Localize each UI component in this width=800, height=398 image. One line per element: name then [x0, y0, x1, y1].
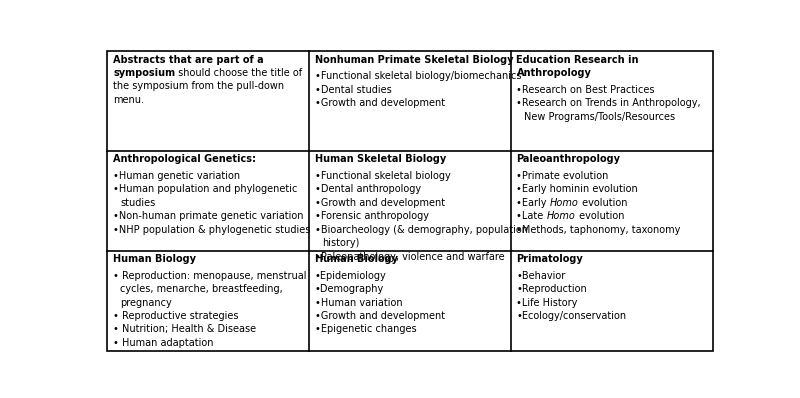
- Text: •Methods, taphonomy, taxonomy: •Methods, taphonomy, taxonomy: [517, 224, 681, 234]
- Text: •Research on Best Practices: •Research on Best Practices: [517, 84, 655, 95]
- Text: Human Skeletal Biology: Human Skeletal Biology: [314, 154, 446, 164]
- Text: • Reproductive strategies: • Reproductive strategies: [113, 311, 238, 321]
- Text: •Human population and phylogenetic: •Human population and phylogenetic: [113, 184, 298, 194]
- Text: •Functional skeletal biology/biomechanics: •Functional skeletal biology/biomechanic…: [314, 71, 522, 81]
- Text: •Growth and development: •Growth and development: [314, 198, 445, 208]
- Text: •Ecology/conservation: •Ecology/conservation: [517, 311, 626, 321]
- Text: •Forensic anthropology: •Forensic anthropology: [314, 211, 429, 221]
- Text: • Reproduction: menopause, menstrual: • Reproduction: menopause, menstrual: [113, 271, 306, 281]
- Text: symposium: symposium: [113, 68, 175, 78]
- Text: Anthropology: Anthropology: [517, 68, 591, 78]
- Text: • Nutrition; Health & Disease: • Nutrition; Health & Disease: [113, 324, 256, 334]
- Text: menu.: menu.: [113, 95, 144, 105]
- Text: •Human variation: •Human variation: [314, 298, 402, 308]
- Text: •Behavior: •Behavior: [517, 271, 566, 281]
- Text: •Dental anthropology: •Dental anthropology: [314, 184, 421, 194]
- Text: •Non-human primate genetic variation: •Non-human primate genetic variation: [113, 211, 303, 221]
- Text: Nonhuman Primate Skeletal Biology: Nonhuman Primate Skeletal Biology: [314, 55, 514, 64]
- Text: Anthropological Genetics:: Anthropological Genetics:: [113, 154, 256, 164]
- Text: •Research on Trends in Anthropology,: •Research on Trends in Anthropology,: [517, 98, 701, 108]
- Text: studies: studies: [121, 198, 156, 208]
- Text: •Epigenetic changes: •Epigenetic changes: [314, 324, 416, 334]
- Text: Paleoanthropology: Paleoanthropology: [517, 154, 621, 164]
- Text: •Early: •Early: [517, 198, 550, 208]
- Text: cycles, menarche, breastfeeding,: cycles, menarche, breastfeeding,: [121, 284, 283, 294]
- Text: Human Biology: Human Biology: [113, 254, 196, 264]
- Text: •Primate evolution: •Primate evolution: [517, 171, 609, 181]
- Text: evolution: evolution: [576, 211, 624, 221]
- Text: •Functional skeletal biology: •Functional skeletal biology: [314, 171, 450, 181]
- Text: the symposium from the pull-down: the symposium from the pull-down: [113, 82, 284, 92]
- Text: Primatology: Primatology: [517, 254, 583, 264]
- Text: •Life History: •Life History: [517, 298, 578, 308]
- Text: Homo: Homo: [550, 198, 579, 208]
- Text: •Growth and development: •Growth and development: [314, 311, 445, 321]
- Text: •Dental studies: •Dental studies: [314, 84, 391, 95]
- Text: •Bioarcheology (& demography, population: •Bioarcheology (& demography, population: [314, 224, 528, 234]
- Text: Education Research in: Education Research in: [517, 55, 639, 64]
- Text: •Paleopathology, violence and warfare: •Paleopathology, violence and warfare: [314, 252, 504, 261]
- Text: pregnancy: pregnancy: [121, 298, 172, 308]
- Text: •Growth and development: •Growth and development: [314, 98, 445, 108]
- Text: evolution: evolution: [579, 198, 627, 208]
- Text: Abstracts that are part of a: Abstracts that are part of a: [113, 55, 264, 64]
- Text: history): history): [322, 238, 359, 248]
- Text: Human Biology: Human Biology: [314, 254, 398, 264]
- Text: •NHP population & phylogenetic studies: •NHP population & phylogenetic studies: [113, 224, 310, 234]
- Text: New Programs/Tools/Resources: New Programs/Tools/Resources: [524, 111, 675, 121]
- Text: •Human genetic variation: •Human genetic variation: [113, 171, 240, 181]
- Text: •Reproduction: •Reproduction: [517, 284, 587, 294]
- Text: •Epidemiology: •Epidemiology: [314, 271, 386, 281]
- Text: • Human adaptation: • Human adaptation: [113, 338, 214, 348]
- Text: •Late: •Late: [517, 211, 547, 221]
- Text: •Demography: •Demography: [314, 284, 384, 294]
- Text: •Early hominin evolution: •Early hominin evolution: [517, 184, 638, 194]
- Text: Homo: Homo: [547, 211, 576, 221]
- Text: should choose the title of: should choose the title of: [175, 68, 302, 78]
